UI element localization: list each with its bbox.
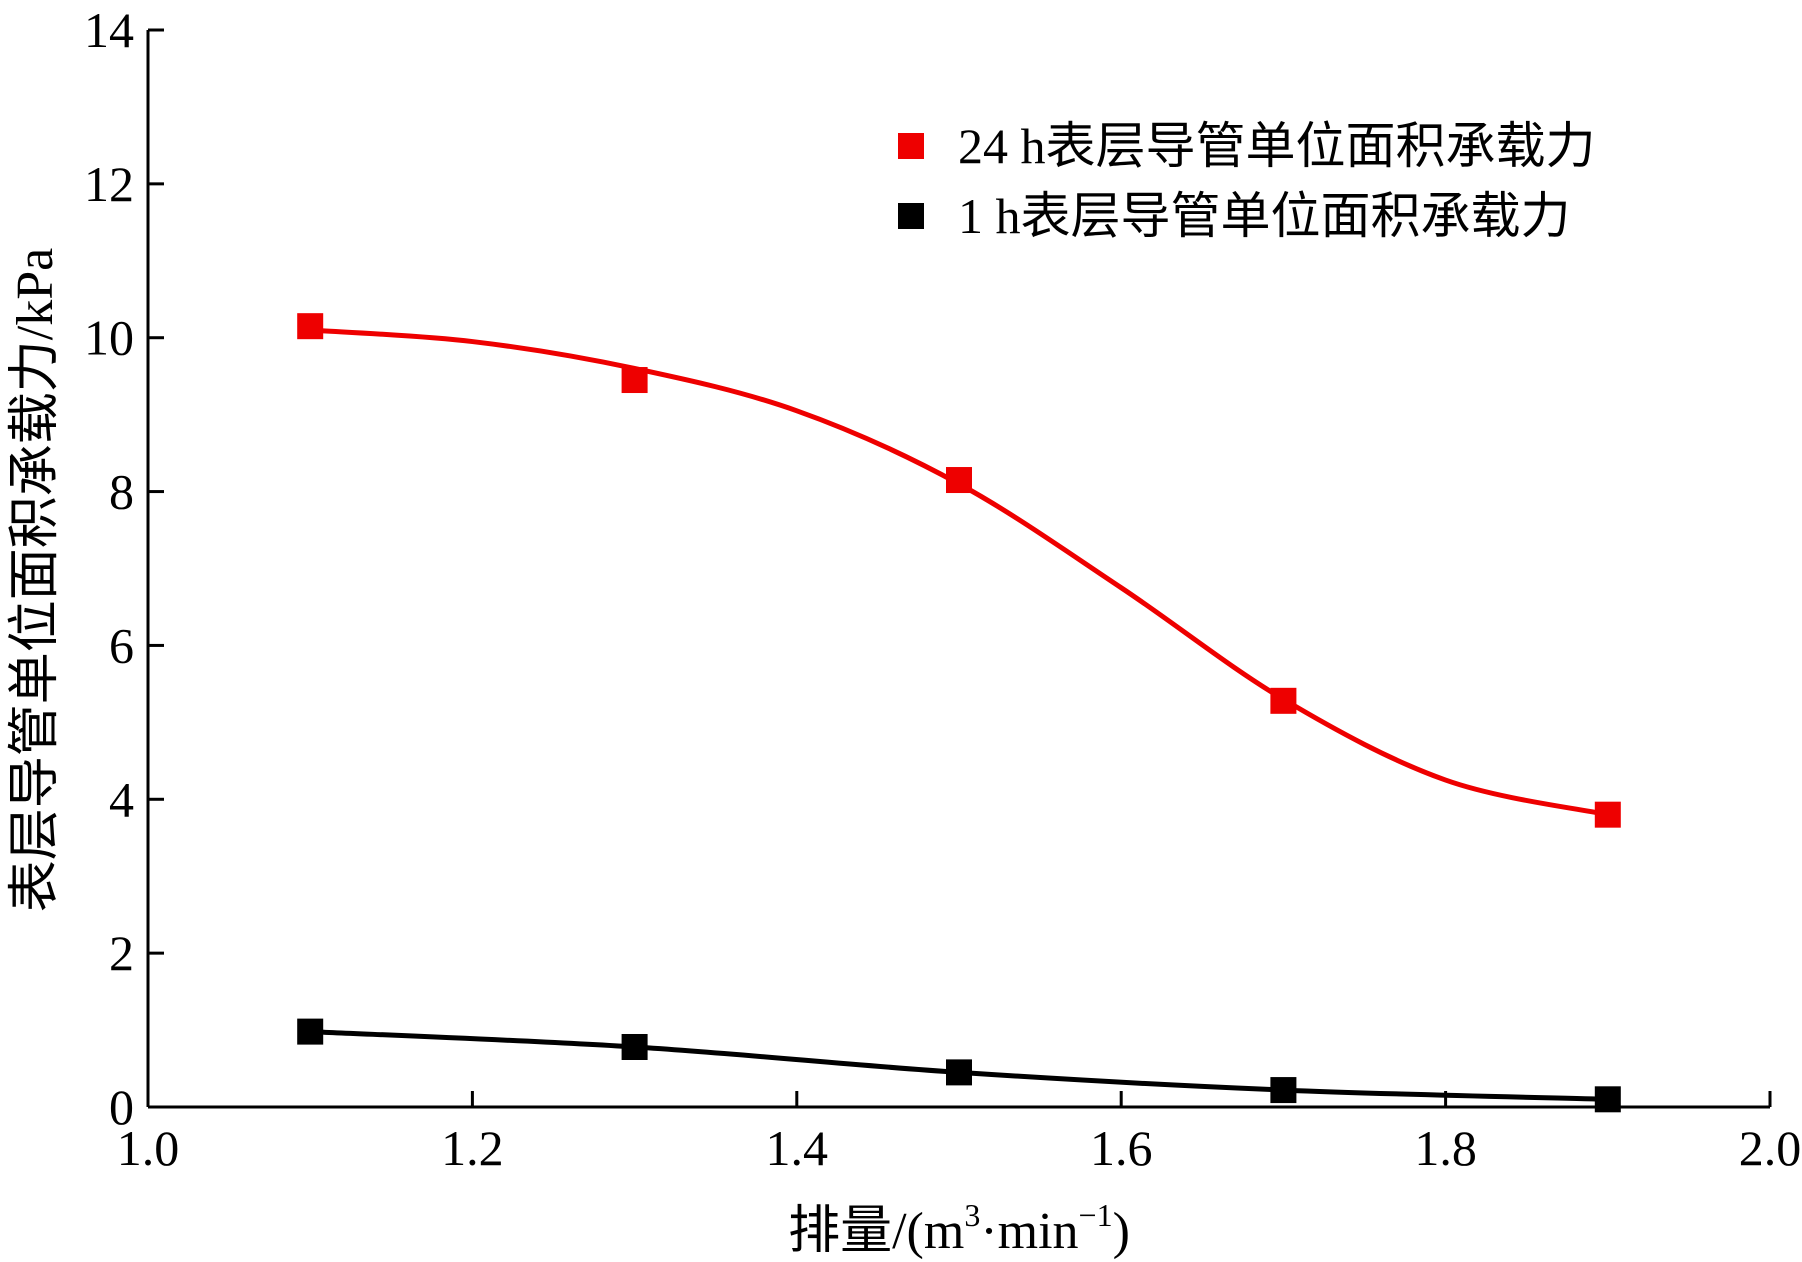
legend-label-24h: 24 h表层导管单位面积承载力 xyxy=(958,118,1596,174)
y-tick-label: 12 xyxy=(84,156,134,212)
x-ticks: 1.0 1.2 1.4 1.6 1.8 2.0 xyxy=(117,1091,1802,1176)
y-tick-label: 2 xyxy=(109,925,134,981)
x-axis-title: 排量/(m3·min−1) xyxy=(788,1197,1130,1260)
y-tick-label: 0 xyxy=(109,1079,134,1135)
data-point-series-0 xyxy=(1594,801,1621,828)
series-line-0 xyxy=(310,327,1609,818)
y-tick-label: 4 xyxy=(109,771,134,827)
data-point-series-1 xyxy=(621,1033,648,1060)
data-point-series-0 xyxy=(297,313,324,340)
data-markers xyxy=(297,313,1621,1113)
y-tick-label: 8 xyxy=(109,464,134,520)
legend-label-1h: 1 h表层导管单位面积承载力 xyxy=(958,188,1571,244)
x-tick-label: 1.2 xyxy=(441,1120,504,1176)
x-tick-label: 1.6 xyxy=(1090,1120,1153,1176)
x-tick-label: 1.0 xyxy=(117,1120,180,1176)
data-point-series-0 xyxy=(1270,687,1297,714)
axes xyxy=(146,30,1770,1109)
y-ticks: 0 2 4 6 8 10 12 14 xyxy=(84,2,164,1135)
y-axis-title: 表层导管单位面积承载力/kPa xyxy=(7,248,64,912)
data-point-series-1 xyxy=(1594,1086,1621,1113)
fit-curves xyxy=(310,327,1609,1102)
legend-marker-1h xyxy=(898,203,924,229)
y-tick-label: 10 xyxy=(84,310,134,366)
data-point-series-0 xyxy=(946,467,972,494)
data-point-series-0 xyxy=(621,367,648,394)
y-tick-label: 6 xyxy=(109,617,134,673)
data-point-series-1 xyxy=(1270,1077,1297,1104)
data-point-series-1 xyxy=(297,1018,324,1045)
x-tick-label: 2.0 xyxy=(1739,1120,1802,1176)
data-point-series-1 xyxy=(946,1059,972,1086)
x-tick-label: 1.8 xyxy=(1414,1120,1477,1176)
y-tick-label: 14 xyxy=(84,2,134,58)
x-tick-label: 1.4 xyxy=(766,1120,829,1176)
legend: 24 h表层导管单位面积承载力 1 h表层导管单位面积承载力 xyxy=(898,118,1596,244)
legend-marker-24h xyxy=(898,133,924,159)
